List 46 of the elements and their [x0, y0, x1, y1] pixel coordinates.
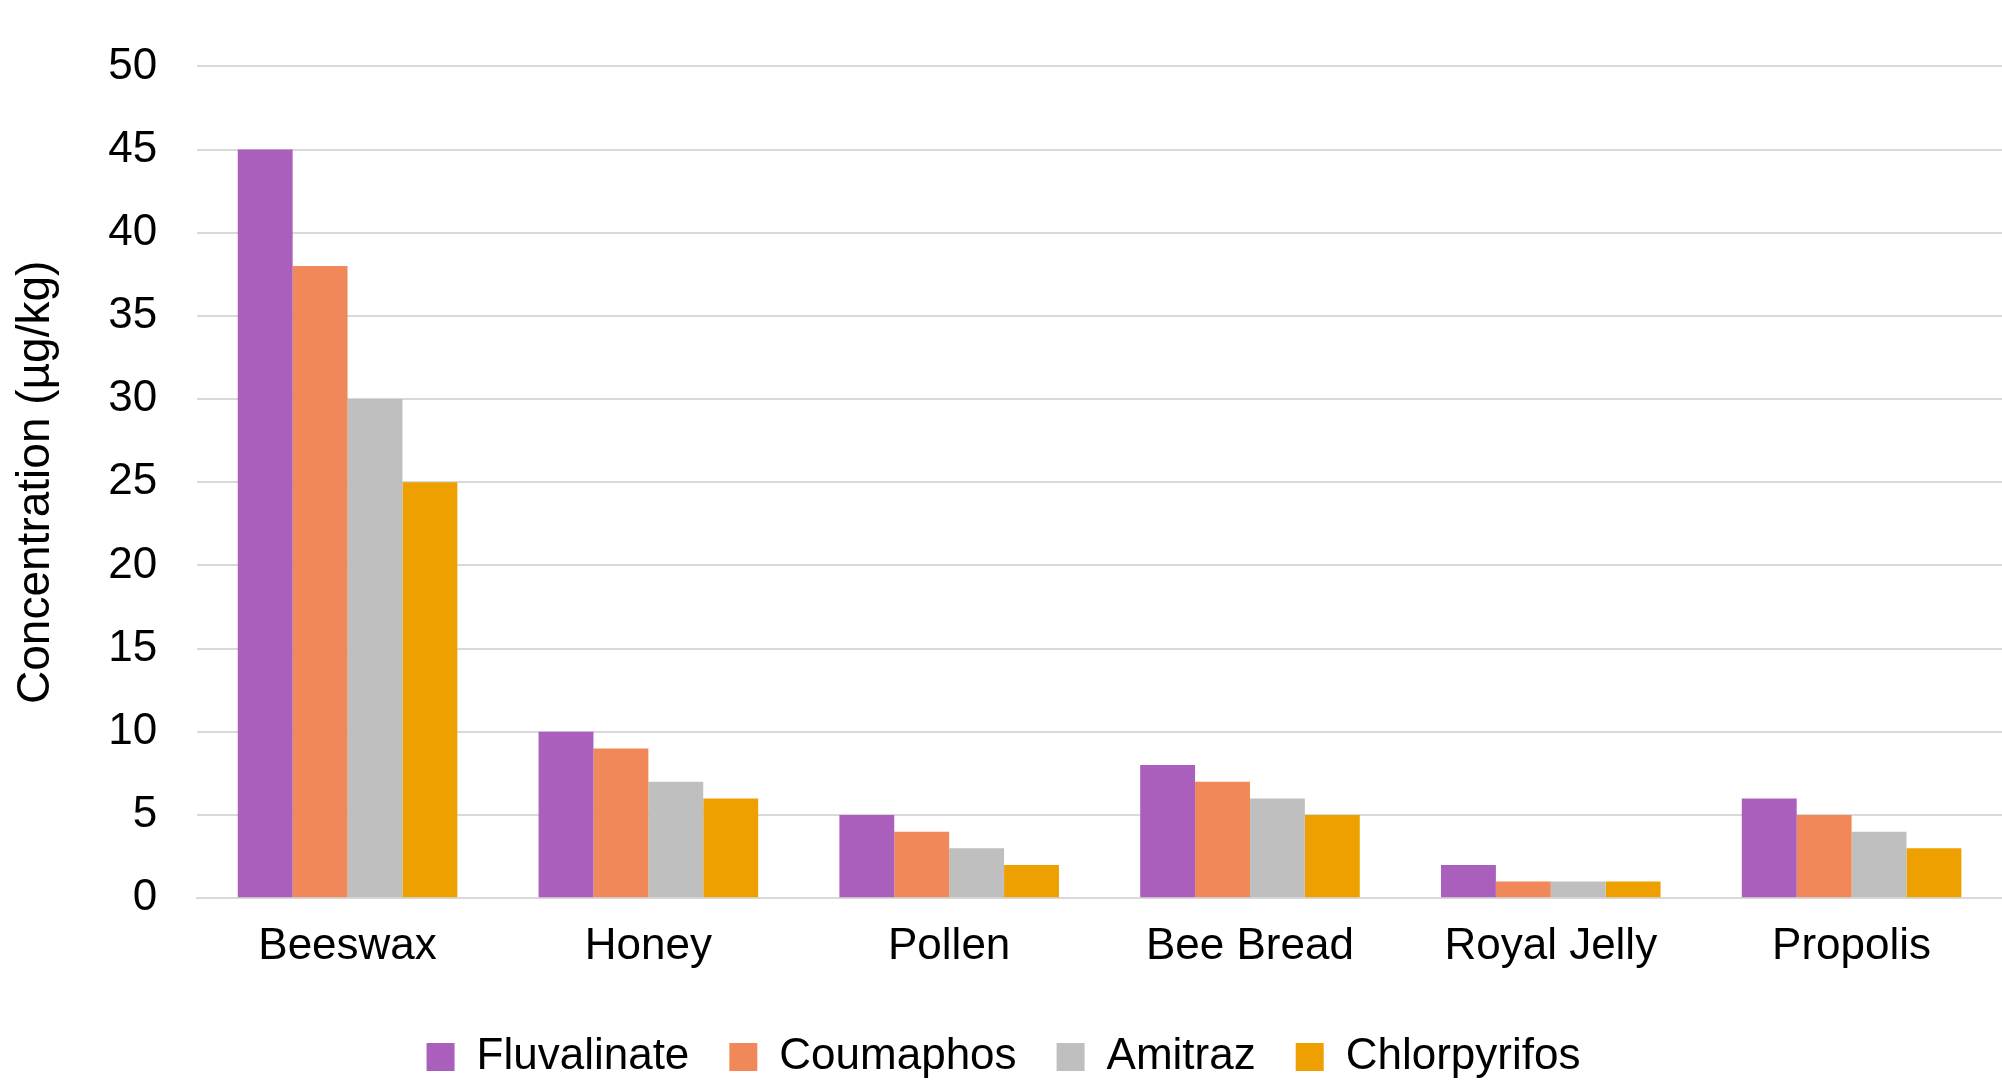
- bar: [1550, 881, 1606, 898]
- y-tick-label: 0: [132, 870, 158, 920]
- bar: [894, 831, 950, 898]
- legend-label: Amitraz: [1106, 1029, 1256, 1079]
- y-axis-title: Concentration (µg/kg): [7, 260, 60, 704]
- y-tick-label: 35: [108, 288, 158, 338]
- y-tick-label: 30: [108, 371, 158, 421]
- bar: [1605, 881, 1661, 898]
- bar: [1004, 864, 1059, 898]
- y-tick-label: 5: [132, 787, 158, 837]
- x-tick-label: Bee Bread: [1146, 918, 1354, 968]
- legend-label: Chlorpyrifos: [1345, 1029, 1581, 1079]
- bar: [1851, 831, 1907, 898]
- bar: [1140, 765, 1196, 898]
- y-tick-label: 45: [108, 121, 158, 171]
- bar: [1495, 881, 1551, 898]
- bar: [1796, 815, 1852, 898]
- bar: [648, 781, 704, 898]
- y-tick-label: 20: [108, 537, 158, 587]
- x-tick-label: Pollen: [888, 918, 1011, 968]
- bar: [292, 266, 348, 898]
- bar: [402, 482, 458, 898]
- x-tick-label: Honey: [584, 918, 712, 968]
- bar: [1440, 864, 1496, 898]
- bar: [1304, 815, 1360, 898]
- x-tick-label: Propolis: [1772, 918, 1932, 968]
- bar: [703, 798, 759, 898]
- bar: [1906, 848, 1962, 898]
- bar: [949, 848, 1005, 898]
- bar: [1741, 798, 1797, 898]
- y-tick-label: 50: [108, 38, 158, 88]
- x-tick-label: Beeswax: [258, 918, 437, 968]
- legend-label: Fluvalinate: [476, 1029, 690, 1079]
- bar: [237, 149, 293, 898]
- bar: [538, 731, 594, 898]
- bar: [839, 815, 895, 898]
- bar: [347, 399, 403, 898]
- x-tick-label: Royal Jelly: [1444, 918, 1658, 968]
- y-tick-label: 15: [108, 620, 158, 670]
- y-tick-label: 40: [108, 204, 158, 254]
- y-tick-label: 25: [108, 454, 158, 504]
- legend-label: Coumaphos: [779, 1029, 1017, 1079]
- bar: [593, 748, 649, 898]
- bar: [1249, 798, 1305, 898]
- y-tick-label: 10: [108, 703, 158, 753]
- bar: [1195, 781, 1250, 898]
